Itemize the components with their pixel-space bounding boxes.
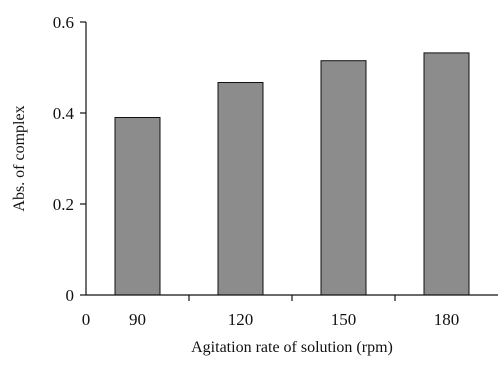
- bar-90: [114, 117, 161, 296]
- x-tick-label: 120: [228, 310, 254, 329]
- x-tick-label: 90: [129, 310, 146, 329]
- x-tick-label: 180: [434, 310, 460, 329]
- y-ticks-group: 0 0.2 0.4 0.6: [53, 13, 86, 305]
- y-tick-label: 0: [66, 286, 75, 305]
- bar-150: [320, 60, 367, 296]
- y-tick-label: 0.4: [53, 104, 75, 123]
- y-tick-label: 0.6: [53, 13, 74, 32]
- bar-120: [217, 82, 264, 296]
- x-ticks-group: 90 120 150 180: [129, 295, 459, 329]
- bars-group: [114, 52, 470, 296]
- y-tick-label: 0.2: [53, 195, 74, 214]
- bar-180: [423, 52, 470, 296]
- y-axis-title: Abs. of complex: [11, 105, 28, 211]
- x-origin-label: 0: [82, 310, 91, 329]
- x-tick-label: 150: [331, 310, 357, 329]
- x-axis-title: Agitation rate of solution (rpm): [191, 339, 393, 356]
